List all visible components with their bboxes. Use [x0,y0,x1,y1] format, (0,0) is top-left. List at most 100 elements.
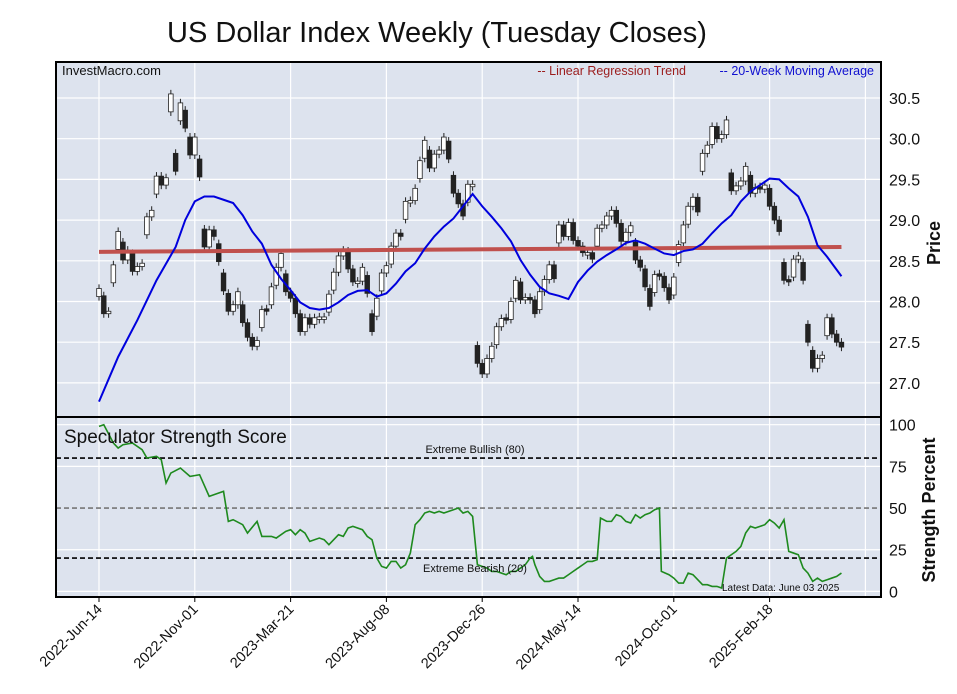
candle [153,172,160,199]
candle [407,196,414,208]
strength-tick-label: 50 [889,501,907,518]
candle [388,242,394,269]
candle-body [220,272,227,292]
moving-average-line [98,177,843,403]
candle [814,354,821,373]
candle [680,220,687,247]
candle [714,122,720,143]
strength-panel-border [55,416,882,598]
candle-body [172,152,179,172]
candle [378,268,385,295]
candle [599,220,605,233]
candle [833,329,840,347]
candle-body [307,317,313,325]
candle [374,294,380,321]
candle-body [599,224,605,229]
candle [781,258,787,285]
candle-body [508,301,514,320]
candle-body [584,252,591,256]
candle-body [541,279,548,293]
candle-body [316,316,323,320]
x-tick-label: 2024-Oct-01 [612,602,680,670]
candle [139,259,145,271]
candle-body [144,216,150,236]
legend-regression: -- Linear Regression Trend [537,64,686,78]
candle-body [263,308,270,312]
candle-body [412,187,418,201]
candle [369,309,375,336]
candle [364,271,370,298]
candle [220,268,227,295]
candle-body [829,317,835,335]
candle [771,202,778,225]
watermark: InvestMacro.com [62,63,161,78]
candle-body [383,265,390,274]
price-tick-label: 30.0 [889,132,920,149]
x-tick-label: 2023-Mar-21 [227,602,297,672]
strength-axis-label: Strength Percent [919,437,939,582]
candle-body [474,345,481,364]
candle [230,300,236,316]
candle-body [762,184,768,190]
candle [436,146,442,159]
candle [350,264,356,287]
candle [455,189,461,208]
candle-body [666,287,672,301]
candle-body [158,175,164,186]
candle [618,219,624,246]
candle [422,136,428,163]
candle-body [168,93,174,113]
candle [556,220,562,247]
candle-body [647,288,653,307]
candle-body [431,153,437,169]
extreme-bearish-label: Extreme Bearish (20) [423,563,527,575]
candle [498,314,505,331]
strength-tick-label: 100 [889,418,916,435]
candle-body [369,313,375,333]
candle [187,133,193,160]
candle [493,322,500,349]
candle [824,313,830,340]
candle-body [618,222,624,242]
candle [398,229,404,241]
candle [800,258,806,285]
candle [651,270,658,297]
candle-body [532,299,538,315]
candle-body [632,241,639,261]
candle-body [733,185,739,192]
strength-score-line [98,423,842,590]
candle-body [359,266,366,282]
candle-body [311,317,318,325]
candle-body [556,224,562,244]
candle-body [115,231,121,250]
price-tick-label: 30.5 [889,91,920,108]
candle-body [680,224,687,244]
candle-body [824,317,830,337]
candle-body [747,174,754,194]
candle-body [517,281,524,301]
candle-body [417,160,423,179]
candle-body [259,309,265,328]
candle-body [249,336,255,347]
candle-body [96,288,102,298]
candle [685,202,691,229]
candle-body [302,317,308,333]
candle [469,180,476,191]
candle-body [177,102,184,122]
candle-body [378,272,385,292]
candle [268,282,275,309]
candle-body [642,268,648,288]
candle-body [685,205,691,225]
candle [239,300,246,327]
candle-body [192,136,198,156]
candle [513,276,519,303]
price-tick-label: 28.5 [889,254,920,271]
price-axis-ticks: 27.0 27.5 28.0 28.5 29.0 29.5 30.0 30.5 [889,91,920,393]
candle-body [244,322,251,338]
candle-body [728,172,734,192]
candle-body [795,255,802,260]
candle-body [153,175,160,195]
candle [589,248,596,264]
candle-body [196,158,203,178]
x-tick-label: 2023-Dec-26 [418,602,489,673]
